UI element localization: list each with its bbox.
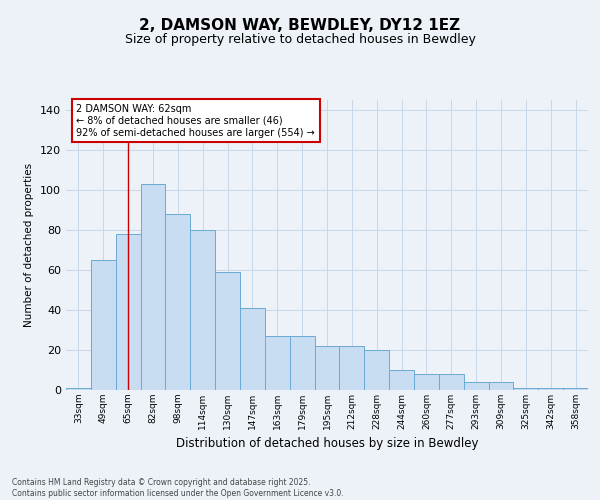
Bar [414,374,439,390]
Bar [514,388,538,390]
Bar [140,184,166,390]
Text: Size of property relative to detached houses in Bewdley: Size of property relative to detached ho… [125,32,475,46]
Text: Contains HM Land Registry data © Crown copyright and database right 2025.
Contai: Contains HM Land Registry data © Crown c… [12,478,344,498]
Y-axis label: Number of detached properties: Number of detached properties [25,163,34,327]
X-axis label: Distribution of detached houses by size in Bewdley: Distribution of detached houses by size … [176,438,478,450]
Bar [116,234,140,390]
Bar [364,350,389,390]
Text: 2 DAMSON WAY: 62sqm
← 8% of detached houses are smaller (46)
92% of semi-detache: 2 DAMSON WAY: 62sqm ← 8% of detached hou… [76,104,315,138]
Bar [215,272,240,390]
Bar [340,346,364,390]
Bar [290,336,314,390]
Bar [389,370,414,390]
Bar [265,336,290,390]
Bar [488,382,514,390]
Bar [240,308,265,390]
Bar [314,346,340,390]
Bar [538,388,563,390]
Bar [464,382,488,390]
Bar [91,260,116,390]
Text: 2, DAMSON WAY, BEWDLEY, DY12 1EZ: 2, DAMSON WAY, BEWDLEY, DY12 1EZ [139,18,461,32]
Bar [439,374,464,390]
Bar [190,230,215,390]
Bar [563,388,588,390]
Bar [166,214,190,390]
Bar [66,388,91,390]
